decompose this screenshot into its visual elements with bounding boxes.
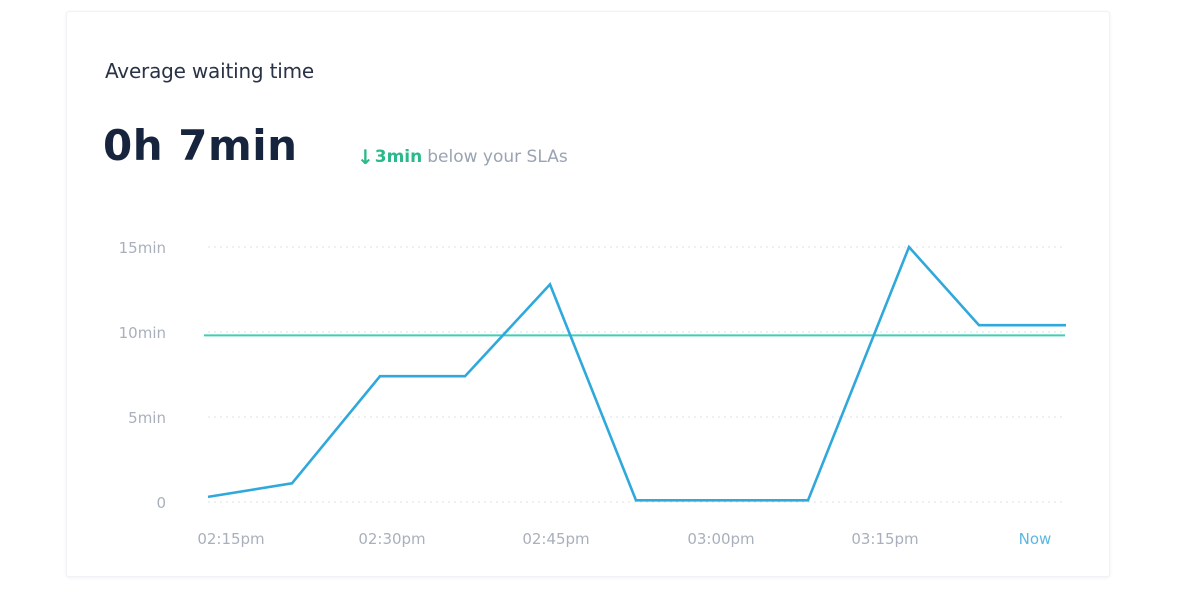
arrow-down-icon: ↓ <box>357 145 374 169</box>
sla-delta: ↓ 3min below your SLAs <box>357 145 568 169</box>
y-tick-label: 10min <box>119 324 166 342</box>
waiting-time-series-line <box>207 244 1066 502</box>
x-axis-labels: 02:15pm 02:30pm 02:45pm 03:00pm 03:15pm Now <box>197 530 1051 548</box>
card-title: Average waiting time <box>105 59 314 83</box>
y-tick-label: 15min <box>119 239 166 257</box>
x-tick-label: 02:15pm <box>197 530 264 548</box>
x-tick-label: 02:45pm <box>522 530 589 548</box>
sla-delta-text: below your SLAs <box>427 147 568 167</box>
waiting-time-card <box>66 11 1110 577</box>
x-tick-label: Now <box>1019 530 1052 548</box>
average-waiting-value: 0h 7min <box>103 121 298 170</box>
y-axis-labels: 0 5min 10min 15min <box>119 239 166 512</box>
sla-delta-value: 3min <box>374 147 423 167</box>
x-tick-label: 02:30pm <box>358 530 425 548</box>
x-tick-label: 03:00pm <box>687 530 754 548</box>
y-tick-label: 0 <box>156 494 166 512</box>
x-tick-label: 03:15pm <box>851 530 918 548</box>
chart-gridlines <box>208 246 1066 503</box>
y-tick-label: 5min <box>128 409 166 427</box>
